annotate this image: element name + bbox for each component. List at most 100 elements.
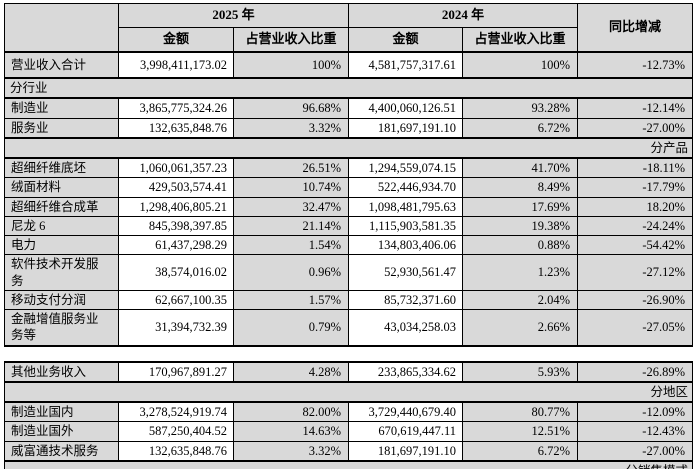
row-label-cell: 移动支付分润 xyxy=(4,289,119,311)
section-label: 分行业 xyxy=(3,76,694,100)
row-label-cell: 营业收入合计 xyxy=(4,51,119,79)
header-row-measures: 金额 占营业收入比重 金额 占营业收入比重 xyxy=(5,27,693,53)
section-row: 分销售模式 xyxy=(4,459,693,469)
amount-2024-cell: 3,729,440,679.40 xyxy=(348,401,463,423)
corner-cell xyxy=(4,3,119,53)
ratio-2024-cell: 12.51% xyxy=(462,421,578,442)
ratio-2024-cell: 2.66% xyxy=(462,309,579,347)
table-row: 金融增值服务业务等 31,394,732.39 0.79% 43,034,258.03… xyxy=(4,309,694,347)
ratio-2024-cell: 8.49% xyxy=(462,177,579,198)
amount-2025-cell: 1,060,061,357.23 xyxy=(118,157,234,179)
row-label-cell: 金融增值服务业务等 xyxy=(4,309,119,347)
table-row: 尼龙 6 845,398,397.85 21.14% 1,115,903,581.35… xyxy=(4,215,694,237)
ratio-2025-cell: 1.57% xyxy=(232,289,350,311)
yoy-cell: -12.09% xyxy=(577,401,693,423)
amount-2024-cell: 43,034,258.03 xyxy=(348,309,464,347)
ratio-2024-cell: 80.77% xyxy=(462,401,578,423)
ratio-2024-cell: 19.38% xyxy=(462,215,579,237)
ratio-2025-cell: 32.47% xyxy=(232,196,350,217)
amount-2024-cell: 1,098,481,795.63 xyxy=(348,196,464,217)
ratio-2025-cell: 3.32% xyxy=(233,440,349,462)
ratio-2025-header: 占营业收入比重 xyxy=(232,27,350,53)
amount-2025-cell: 587,250,404.52 xyxy=(118,421,234,442)
row-label-cell: 电力 xyxy=(4,234,119,256)
amount-2024-cell: 85,732,371.60 xyxy=(348,289,464,311)
row-label-cell: 制造业国外 xyxy=(4,421,119,442)
ratio-2024-cell: 1.23% xyxy=(462,254,579,291)
table-row: 移动支付分润 62,667,100.35 1.57% 85,732,371.60 2.0… xyxy=(4,289,694,311)
yoy-cell: -27.00% xyxy=(577,117,694,139)
amount-2025-cell: 3,278,524,919.74 xyxy=(118,401,234,423)
ratio-2025-cell: 96.68% xyxy=(232,97,350,119)
ratio-2024-cell: 6.72% xyxy=(462,117,579,139)
amount-2025-cell: 132,635,848.76 xyxy=(118,440,234,462)
amount-2025-header: 金额 xyxy=(118,27,234,53)
ratio-2025-cell: 3.32% xyxy=(232,117,350,139)
amount-2024-cell: 233,865,334.62 xyxy=(348,360,463,383)
yoy-cell: -27.00% xyxy=(577,440,693,462)
amount-2025-cell: 132,635,848.76 xyxy=(118,117,234,139)
ratio-2025-cell: 0.96% xyxy=(232,254,350,291)
amount-2024-cell: 181,697,191.10 xyxy=(348,440,463,462)
table-row: 其他业务收入 170,967,891.27 4.28% 233,865,334.62 5… xyxy=(4,360,693,383)
yoy-cell: -12.14% xyxy=(577,97,694,119)
ratio-2025-cell: 26.51% xyxy=(232,157,350,179)
header-row-years: 2025 年 2024 年同比增减 xyxy=(4,3,694,53)
ratio-2025-cell: 100% xyxy=(232,51,350,79)
section-row: 分产品 xyxy=(3,136,694,160)
amount-2024-cell: 522,446,934.70 xyxy=(348,177,464,198)
table-row: 制造业国外 587,250,404.52 14.63% 670,619,447.11 1… xyxy=(4,421,693,442)
row-label-cell: 绒面材料 xyxy=(4,177,119,198)
table-segment: 其他业务收入 170,967,891.27 4.28% 233,865,334.62 5… xyxy=(4,360,693,469)
row-label-cell: 威富通技术服务 xyxy=(4,440,119,462)
amount-2024-cell: 134,803,406.06 xyxy=(348,234,464,256)
ratio-2024-cell: 100% xyxy=(462,51,579,79)
amount-2025-cell: 845,398,397.85 xyxy=(118,215,234,237)
yoy-cell: -26.90% xyxy=(577,289,694,311)
amount-2025-cell: 38,574,016.02 xyxy=(118,254,234,291)
yoy-cell: -54.42% xyxy=(577,234,694,256)
amount-2024-cell: 4,581,757,317.61 xyxy=(348,51,464,79)
year-2024-header: 2024 年 xyxy=(348,3,579,28)
section-label: 分地区 xyxy=(4,380,693,404)
amount-2025-cell: 3,998,411,173.02 xyxy=(118,51,234,79)
table-row: 营业收入合计 3,998,411,173.02 100% 4,581,757,317.… xyxy=(4,51,694,79)
yoy-cell: -18.11% xyxy=(577,157,694,179)
table-row: 超细纤维合成革 1,298,406,805.21 32.47% 1,098,481,7… xyxy=(4,196,694,217)
row-label-cell: 超细纤维底坯 xyxy=(4,157,119,179)
table-row: 制造业 3,865,775,324.26 96.68% 4,400,060,126.5… xyxy=(4,97,694,119)
section-row: 分行业 xyxy=(3,76,694,100)
amount-2024-cell: 670,619,447.11 xyxy=(348,421,463,442)
ratio-2024-cell: 5.93% xyxy=(462,360,578,383)
table-row: 电力 61,437,298.29 1.54% 134,803,406.06 0.88% -… xyxy=(4,234,694,256)
table-row: 制造业国内 3,278,524,919.74 82.00% 3,729,440,679… xyxy=(4,401,693,423)
ratio-2024-cell: 17.69% xyxy=(462,196,579,217)
amount-2024-cell: 4,400,060,126.51 xyxy=(348,97,464,119)
yoy-cell: -12.43% xyxy=(577,421,693,442)
section-row: 分地区 xyxy=(4,380,693,404)
amount-2024-cell: 1,115,903,581.35 xyxy=(348,215,464,237)
ratio-2025-cell: 4.28% xyxy=(233,360,349,383)
amount-2025-cell: 1,298,406,805.21 xyxy=(118,196,234,217)
row-label-cell: 制造业国内 xyxy=(4,401,119,423)
ratio-2025-cell: 82.00% xyxy=(233,401,349,423)
table-segment: 2025 年 2024 年同比增减 金额 占营业收入比重 金额 占营业收入比重 营业收入合计… xyxy=(3,3,694,347)
row-label-cell: 其他业务收入 xyxy=(4,360,119,383)
ratio-2024-cell: 93.28% xyxy=(462,97,579,119)
table-row: 软件技术开发服务 38,574,016.02 0.96% 52,930,561.47 1… xyxy=(4,254,694,291)
ratio-2025-cell: 1.54% xyxy=(232,234,350,256)
row-label-cell: 超细纤维合成革 xyxy=(4,196,119,217)
ratio-2025-cell: 21.14% xyxy=(232,215,350,237)
table-header: 2025 年 2024 年同比增减 金额 占营业收入比重 金额 占营业收入比重 xyxy=(4,3,694,53)
table-row: 绒面材料 429,503,574.41 10.74% 522,446,934.70 8.… xyxy=(4,177,694,198)
yoy-cell: -24.24% xyxy=(577,215,694,237)
amount-2025-cell: 62,667,100.35 xyxy=(118,289,234,311)
amount-2025-cell: 3,865,775,324.26 xyxy=(118,97,234,119)
yoy-cell: -27.05% xyxy=(577,309,694,347)
table-row: 威富通技术服务 132,635,848.76 3.32% 181,697,191.10… xyxy=(4,440,693,462)
amount-2025-cell: 31,394,732.39 xyxy=(118,309,234,347)
amount-2025-cell: 61,437,298.29 xyxy=(118,234,234,256)
row-label-cell: 服务业 xyxy=(4,117,119,139)
yoy-cell: -17.79% xyxy=(577,177,694,198)
